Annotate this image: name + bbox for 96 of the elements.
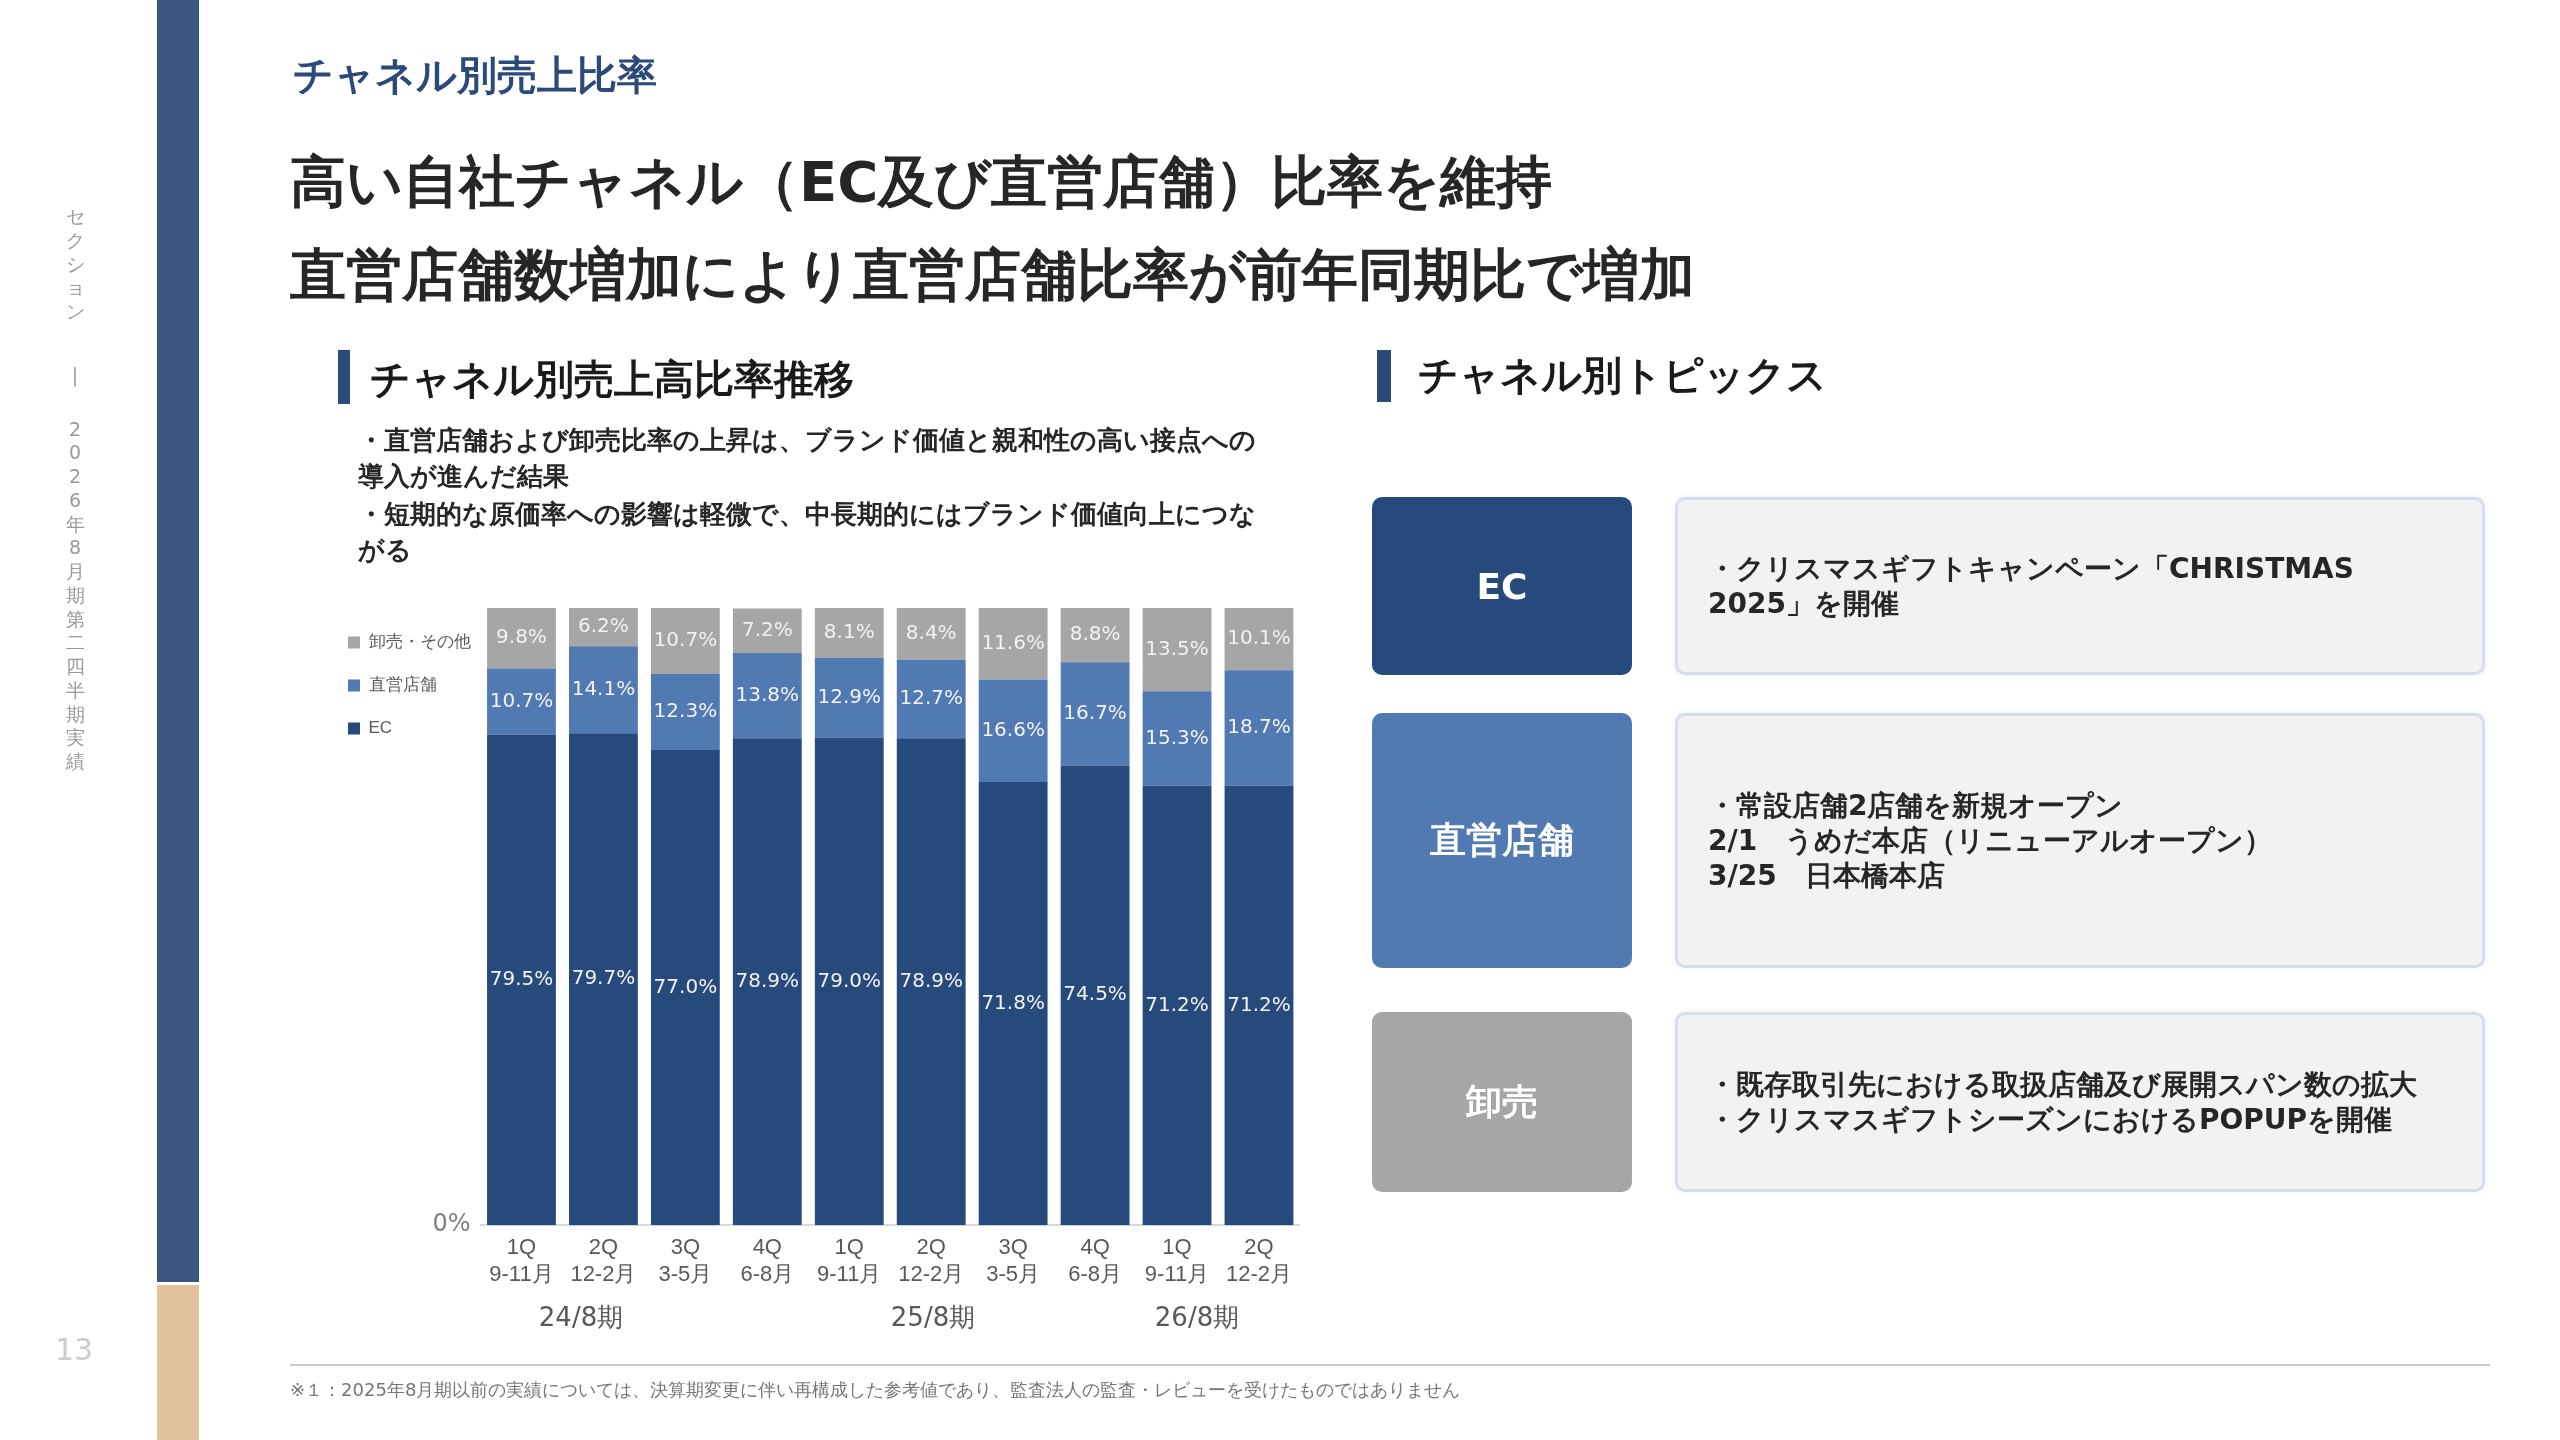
data-label: 78.9%: [899, 967, 963, 992]
data-label: 7.2%: [741, 617, 793, 642]
data-label: 71.2%: [1145, 991, 1209, 1016]
data-label: 10.7%: [653, 627, 718, 652]
text: ※１：2025年8月期以前の実績については、決算期変更に伴い再構成した参考値であり、監査法人の監査・レビューを受けたものではありません: [290, 1378, 1461, 1402]
data-label: 71.2%: [1227, 991, 1291, 1016]
text: 直営店舗数増加により直営店舗比率が前年同期比で増加: [290, 241, 1695, 309]
data-label: 8.4%: [905, 620, 957, 645]
data-label: 15.3%: [1145, 724, 1209, 749]
bar: [650, 674, 720, 750]
bar: [650, 608, 720, 675]
bar: [1224, 785, 1294, 1226]
data-label: 11.6%: [981, 630, 1045, 654]
legend-label: 卸売・その他: [368, 632, 471, 652]
data-label: 79.7%: [571, 965, 636, 990]
text: 24/8期: [537, 1301, 625, 1334]
text: ・クリスマスギフトシーズンにおけるPOPUPを開催: [1708, 1103, 2393, 1136]
x-tick-label: 2Q 12-2月: [1225, 1234, 1293, 1286]
data-label: 8.1%: [823, 619, 875, 644]
bar: [814, 657, 884, 738]
data-label: 12.9%: [817, 684, 882, 709]
text: |: [70, 363, 80, 388]
bar: [732, 608, 802, 654]
data-label: 78.9%: [735, 967, 800, 992]
bar: [1224, 608, 1294, 671]
bar: [814, 737, 884, 1226]
bar: [569, 733, 638, 1226]
text: チャネル別トピックス: [1418, 351, 1827, 400]
bar: [1142, 785, 1212, 1226]
data-label: 12.3%: [653, 698, 718, 723]
bar: [978, 679, 1048, 783]
data-label: 16.7%: [1063, 700, 1127, 725]
category-label: EC: [1372, 497, 1632, 675]
x-tick-label: 4Q 6-8月: [1068, 1234, 1122, 1286]
data-label: 16.6%: [981, 717, 1045, 742]
data-label: 6.2%: [578, 613, 629, 638]
data-label: 8.8%: [1069, 621, 1121, 646]
category-label: 卸売: [1372, 1012, 1632, 1192]
x-tick-label: 1Q 9-11月: [817, 1234, 882, 1286]
data-label: 77.0%: [653, 973, 718, 998]
text: チャネル別売上比率: [293, 51, 657, 100]
bar: [1060, 608, 1130, 663]
data-label: 18.7%: [1227, 714, 1291, 739]
bar: [978, 782, 1048, 1226]
data-label: 79.5%: [489, 966, 554, 991]
bar: [1060, 662, 1130, 766]
text: 2/1 うめだ本店（リニューアルオープン）: [1708, 824, 2273, 857]
bar: [569, 646, 638, 734]
bar: [896, 659, 966, 739]
text: 0%: [432, 1209, 471, 1238]
bar: [487, 734, 556, 1226]
bar: [732, 738, 802, 1226]
bar: [1142, 691, 1212, 786]
legend-label: EC: [368, 718, 393, 738]
bar: [896, 738, 966, 1226]
text: 25/8期: [889, 1301, 977, 1334]
text: 高い自社チャネル（EC及び直営店舗）比率を維持: [290, 148, 1553, 216]
data-label: 12.7%: [899, 685, 963, 710]
x-tick-label: 2Q 12-2月: [898, 1234, 965, 1286]
bar: [732, 653, 802, 739]
data-label: 10.7%: [489, 687, 554, 712]
data-label: 9.8%: [496, 624, 547, 649]
bar: [1224, 670, 1294, 786]
text: ・常設店舗2店舗を新規オープン: [1708, 789, 2124, 822]
data-label: 13.8%: [735, 681, 800, 706]
text: 2026年8月期第二四半期実績: [65, 417, 85, 772]
data-label: 10.1%: [1227, 625, 1291, 650]
bar: [487, 668, 556, 735]
legend-label: 直営店舗: [368, 675, 437, 695]
data-label: 71.8%: [981, 989, 1045, 1014]
text: 26/8期: [1153, 1301, 1241, 1334]
bar: [1142, 608, 1212, 692]
chart-subtitle: ・直営店舗および卸売比率の上昇は、ブランド価値と親和性の高い接点への導入が進んだ結果: [358, 424, 1257, 494]
bar: [650, 749, 720, 1226]
text: ・既存取引先における取扱店舗及び展開スパン数の拡大: [1708, 1068, 2417, 1101]
bar: [896, 608, 966, 660]
bar: [814, 608, 884, 658]
text: ・短期的な原価率への影響は軽微で、中長期的にはブランド価値向上につながる: [358, 498, 1257, 568]
x-tick-label: 3Q 3-5月: [986, 1234, 1041, 1286]
text: ・クリスマスギフトキャンペーン「CHRISTMAS 2025」を開催: [1708, 552, 2354, 620]
category-label: 直営店舗: [1372, 713, 1632, 968]
x-tick-label: 4Q 6-8月: [740, 1234, 795, 1286]
data-label: 13.5%: [1145, 635, 1209, 660]
x-tick-label: 3Q 3-5月: [658, 1234, 713, 1286]
bar: [487, 608, 556, 669]
data-label: 14.1%: [571, 675, 636, 700]
x-tick-label: 1Q 9-11月: [489, 1234, 554, 1286]
bar: [978, 608, 1048, 680]
data-label: 79.0%: [817, 967, 882, 992]
chart-title: チャネル別売上高比率推移: [370, 355, 854, 404]
x-tick-label: 1Q 9-11月: [1144, 1234, 1210, 1286]
data-label: 74.5%: [1063, 981, 1127, 1006]
x-tick-label: 2Q 12-2月: [570, 1234, 637, 1286]
text: セクション: [64, 205, 86, 324]
text: 3/25 日本橋本店: [1708, 859, 1945, 892]
bar: [1060, 765, 1130, 1226]
